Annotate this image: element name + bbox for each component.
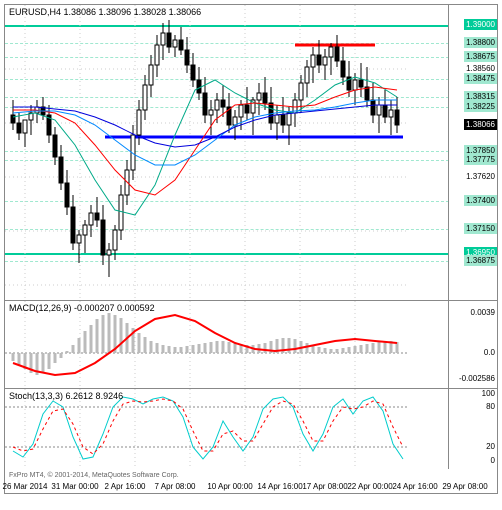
- price-panel: EURUSD,H4 1.38086 1.38096 1.38028 1.3806…: [5, 5, 497, 301]
- macd-panel: MACD(12,26,9) -0.000207 0.000592 0.0039 0…: [5, 301, 497, 389]
- price-label: 1.37150: [464, 223, 497, 234]
- price-label: 1.38225: [464, 101, 497, 112]
- price-label: 1.38475: [464, 73, 497, 84]
- price-chart: [5, 5, 455, 301]
- stoch-label: 0: [489, 455, 497, 466]
- x-label: 7 Apr 08:00: [155, 482, 196, 491]
- price-label: 1.37400: [464, 195, 497, 206]
- chart-root: EURUSD,H4 1.38086 1.38096 1.38028 1.3806…: [4, 4, 498, 494]
- macd-chart: [5, 301, 455, 389]
- x-label: 24 Apr 16:00: [392, 482, 437, 491]
- macd-label: 0.0: [482, 347, 497, 358]
- stoch-label: 20: [484, 441, 497, 452]
- x-label: 31 Mar 00:00: [51, 482, 98, 491]
- price-label: 1.38800: [464, 37, 497, 48]
- stoch-panel: Stoch(13,3,3) 6.2612 8.9246 100 80 20 0: [5, 389, 497, 469]
- main-title: EURUSD,H4 1.38086 1.38096 1.38028 1.3806…: [9, 7, 201, 17]
- x-label: 14 Apr 16:00: [257, 482, 302, 491]
- price-label: 1.37620: [464, 171, 497, 182]
- price-label: 1.39000: [464, 19, 497, 30]
- scale-divider: [448, 5, 449, 469]
- stoch-label: 100: [480, 388, 497, 399]
- x-label: 22 Apr 00:00: [347, 482, 392, 491]
- price-label: 1.37775: [464, 154, 497, 165]
- x-label: 26 Mar 2014: [3, 482, 48, 491]
- macd-title: MACD(12,26,9) -0.000207 0.000592: [9, 303, 155, 313]
- price-label: 1.36875: [464, 255, 497, 266]
- macd-label: 0.0039: [469, 307, 497, 318]
- price-label: 1.38675: [464, 51, 497, 62]
- price-label: 1.38066: [464, 119, 497, 130]
- copyright-text: FxPro MT4, © 2001-2014, MetaQuotes Softw…: [9, 472, 179, 479]
- x-label: 10 Apr 00:00: [207, 482, 252, 491]
- x-label: 29 Apr 08:00: [442, 482, 487, 491]
- stoch-title: Stoch(13,3,3) 6.2612 8.9246: [9, 391, 123, 401]
- stoch-label: 80: [484, 401, 497, 412]
- macd-label: -0.002586: [457, 373, 497, 384]
- x-label: 17 Apr 08:00: [302, 482, 347, 491]
- stoch-chart: [5, 389, 455, 469]
- x-label: 2 Apr 16:00: [105, 482, 146, 491]
